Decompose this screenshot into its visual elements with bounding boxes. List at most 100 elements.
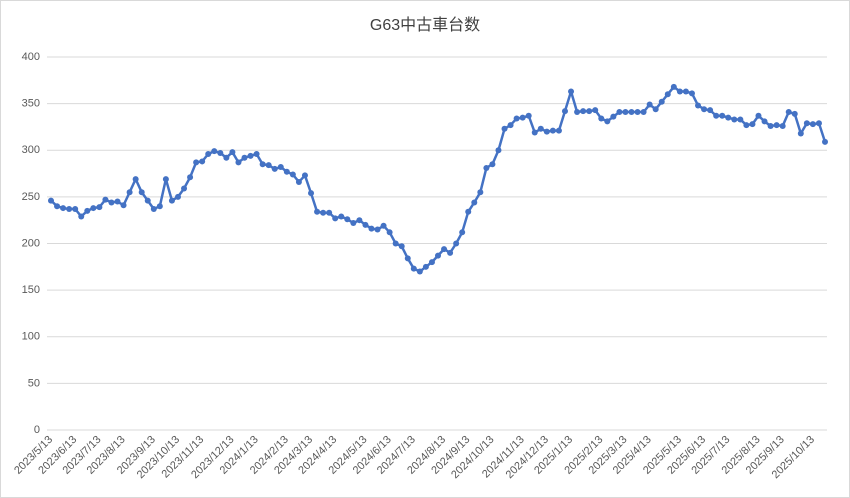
- data-point: [326, 209, 333, 216]
- data-point: [108, 199, 115, 206]
- data-point: [344, 216, 351, 223]
- data-point: [731, 116, 738, 123]
- data-point: [707, 107, 714, 114]
- data-point: [48, 197, 54, 204]
- data-point: [664, 91, 671, 98]
- data-point: [719, 112, 726, 119]
- data-point: [634, 109, 641, 116]
- data-point: [156, 203, 163, 210]
- y-tick-label: 150: [22, 284, 40, 296]
- data-point: [640, 109, 647, 116]
- data-point: [356, 217, 363, 224]
- y-tick-label: 400: [22, 51, 40, 63]
- data-point: [622, 109, 629, 116]
- data-point: [72, 205, 79, 212]
- data-point: [144, 197, 151, 204]
- data-point: [362, 221, 369, 228]
- data-point: [616, 109, 623, 116]
- y-tick-label: 250: [22, 191, 40, 203]
- data-point: [84, 207, 91, 214]
- data-point: [749, 121, 756, 128]
- data-point: [386, 229, 393, 236]
- data-point: [350, 219, 357, 226]
- data-point: [537, 125, 544, 132]
- data-point: [743, 122, 750, 129]
- data-point: [211, 148, 218, 155]
- data-point: [162, 176, 169, 183]
- data-point: [253, 150, 260, 157]
- data-point: [779, 123, 786, 130]
- data-point: [604, 118, 611, 125]
- data-point: [338, 213, 345, 220]
- data-point: [308, 190, 315, 197]
- data-point: [725, 114, 732, 121]
- data-point: [737, 116, 744, 123]
- data-point: [229, 149, 236, 156]
- data-point: [416, 268, 423, 275]
- data-point: [755, 112, 762, 119]
- data-point: [138, 189, 145, 196]
- y-tick-label: 50: [28, 377, 40, 389]
- data-point: [574, 109, 581, 116]
- data-point: [549, 127, 556, 134]
- data-point: [701, 106, 708, 113]
- data-point: [422, 263, 429, 270]
- data-point: [459, 229, 466, 236]
- data-point: [531, 129, 538, 136]
- data-point: [543, 128, 550, 135]
- data-point: [773, 122, 780, 129]
- data-point: [809, 121, 816, 128]
- data-point: [404, 255, 411, 262]
- data-point: [592, 107, 599, 114]
- data-point: [265, 162, 272, 169]
- data-point: [60, 205, 67, 212]
- data-point: [513, 115, 520, 122]
- data-point: [368, 225, 375, 232]
- data-point: [695, 102, 702, 109]
- data-point: [803, 120, 810, 127]
- data-point: [628, 109, 635, 116]
- data-point: [495, 147, 502, 154]
- data-point: [181, 185, 188, 192]
- data-point: [447, 249, 454, 256]
- data-point: [54, 203, 61, 210]
- data-point: [277, 164, 284, 171]
- data-point: [410, 265, 417, 272]
- data-point: [78, 213, 85, 220]
- data-point: [374, 226, 381, 233]
- data-point: [561, 108, 568, 115]
- data-point: [247, 152, 254, 159]
- data-point: [380, 222, 387, 229]
- data-point: [259, 161, 266, 168]
- data-point: [187, 174, 194, 181]
- data-point: [223, 154, 230, 161]
- data-point: [598, 115, 605, 122]
- data-point: [301, 172, 308, 179]
- y-tick-label: 300: [22, 144, 40, 156]
- data-point: [126, 189, 133, 196]
- data-point: [688, 90, 695, 97]
- data-point: [271, 165, 278, 172]
- data-point: [320, 209, 327, 216]
- data-point: [477, 189, 484, 196]
- data-point: [489, 161, 496, 168]
- data-point: [428, 259, 435, 266]
- data-point: [555, 127, 562, 134]
- y-tick-label: 200: [22, 237, 40, 249]
- data-point: [822, 138, 828, 145]
- data-point: [314, 208, 321, 215]
- data-point: [114, 198, 121, 205]
- data-point: [610, 113, 617, 120]
- chart-title: G63中古車台数: [370, 16, 480, 34]
- data-point: [205, 150, 212, 157]
- data-point: [283, 168, 290, 175]
- data-point: [435, 252, 441, 259]
- data-point: [658, 98, 665, 105]
- data-point: [501, 125, 508, 132]
- data-point: [676, 88, 683, 95]
- data-point: [96, 204, 103, 211]
- data-point: [235, 159, 242, 166]
- data-point: [193, 159, 200, 166]
- data-point: [132, 176, 139, 183]
